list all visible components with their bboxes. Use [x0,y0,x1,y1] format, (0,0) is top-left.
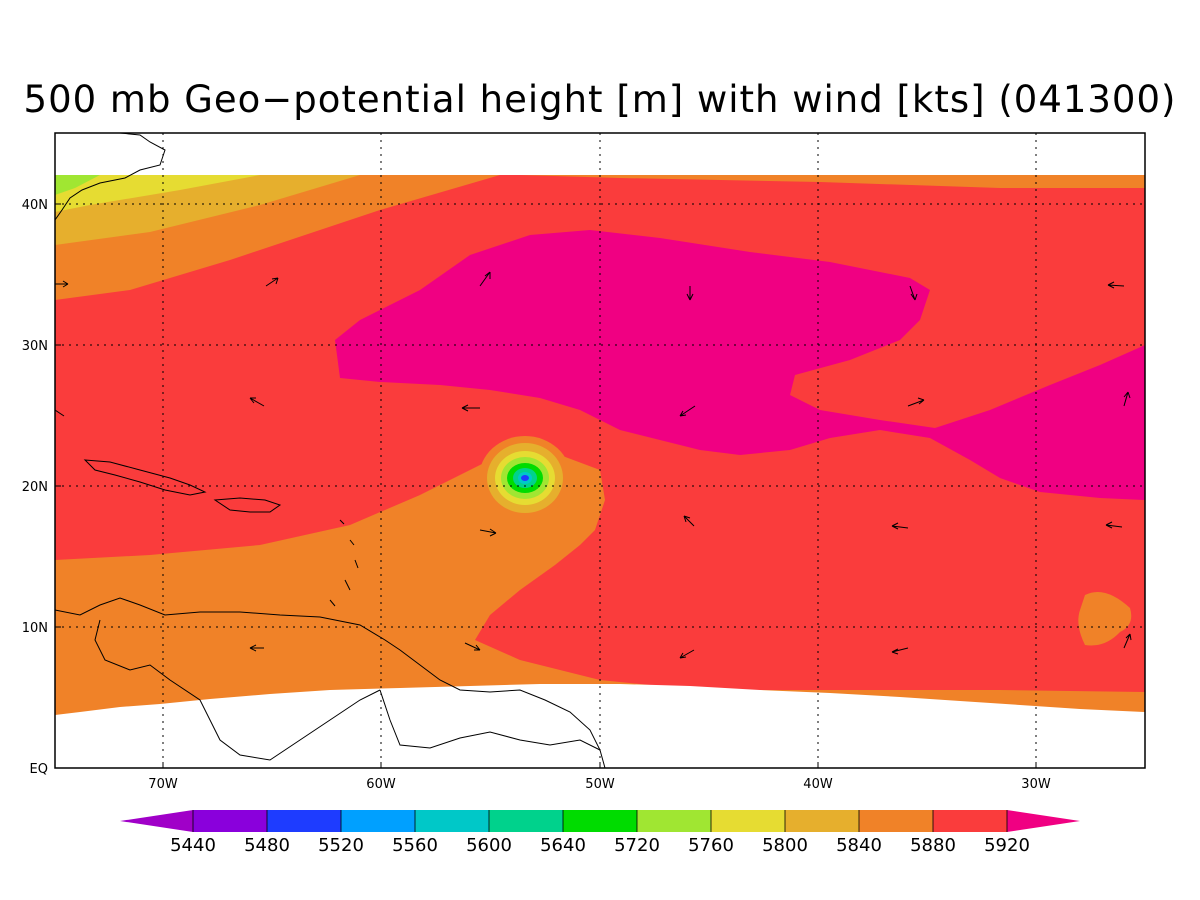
lon-label-40w: 40W [803,777,833,792]
coast-islands [329,519,359,607]
wind-arrow [464,642,481,651]
colorbar-level-label: 5840 [836,835,882,856]
coast-north-america [55,133,166,221]
wind-arrow [249,644,264,652]
wind-arrow [1123,633,1132,649]
colorbar-swatch [859,810,934,832]
colorbar-level-label: 5640 [540,835,586,856]
contour-5840-south [55,455,1145,715]
contour-5840-northeast [520,175,1145,188]
coastline-layer [55,133,606,768]
grid-lines [55,133,1145,768]
wind-arrow [679,649,695,659]
lat-label-30n: 30N [22,339,48,354]
wind-arrow [479,528,497,537]
wind-arrow [891,647,909,655]
wind-arrow [55,280,69,288]
colorbar-swatch [341,810,416,832]
coast-south-america [55,597,606,768]
colorbar-swatch [711,810,786,832]
wind-arrow [265,277,279,287]
contour-5920 [335,230,1145,500]
colorbar-swatch [933,810,1008,832]
wind-arrow [907,397,925,407]
colorbar-level-label: 5800 [762,835,808,856]
lat-label-20n: 20N [22,480,48,495]
wind-arrow [479,271,491,287]
colorbar-level-label: 5760 [688,835,734,856]
contour-5840-east-blob [1078,591,1132,646]
coast-cuba [83,459,207,496]
contour-5720 [55,175,100,195]
colorbar-low-triangle [120,810,193,832]
lat-label-eq: EQ [30,762,48,777]
map-title: 500 mb Geo−potential height [m] with win… [23,78,1177,121]
wind-vectors [55,271,1132,659]
colorbar-level-label: 5480 [244,835,290,856]
contour-fill-layer [55,133,1145,768]
colorbar-level-label: 5600 [466,835,512,856]
colorbar: 5440 5480 5520 5560 5600 5640 5720 5760 5800 5840… [120,810,1080,856]
colorbar-level-label: 5920 [984,835,1030,856]
contour-5520-ring [521,475,529,481]
wind-arrow [1107,281,1125,289]
colorbar-swatch [267,810,342,832]
wind-arrow [1123,391,1131,407]
lon-label-50w: 50W [585,777,615,792]
wind-arrow [249,397,265,407]
wind-arrow [686,286,694,301]
undefined-data-area [55,684,1145,768]
colorbar-level-label: 5440 [170,835,216,856]
colorbar-swatch [785,810,860,832]
colorbar-level-label: 5560 [392,835,438,856]
coast-south-america-inland [94,619,381,761]
colorbar-level-label: 5520 [318,835,364,856]
colorbar-level-label: 5720 [614,835,660,856]
wind-arrow [1105,521,1123,529]
wind-arrow [461,404,480,412]
contour-5760 [55,175,260,212]
wind-arrow [891,522,909,530]
coast-guianas [379,689,601,751]
colorbar-swatch [637,810,712,832]
wind-arrow [683,515,695,527]
colorbar-swatch [193,810,268,832]
wind-arrow [55,409,65,417]
lat-label-10n: 10N [22,621,48,636]
wind-arrow [679,405,696,417]
colorbar-swatch [563,810,638,832]
coast-hispaniola [213,497,282,513]
axis-ticks [55,203,1037,768]
colorbar-swatch [489,810,564,832]
lon-label-30w: 30W [1021,777,1051,792]
colorbar-high-triangle [1007,810,1080,832]
colorbar-level-label: 5880 [910,835,956,856]
colorbar-swatch [415,810,490,832]
wind-arrow [909,285,918,301]
lat-label-40n: 40N [22,198,48,213]
lon-label-60w: 60W [366,777,396,792]
lon-label-70w: 70W [148,777,178,792]
